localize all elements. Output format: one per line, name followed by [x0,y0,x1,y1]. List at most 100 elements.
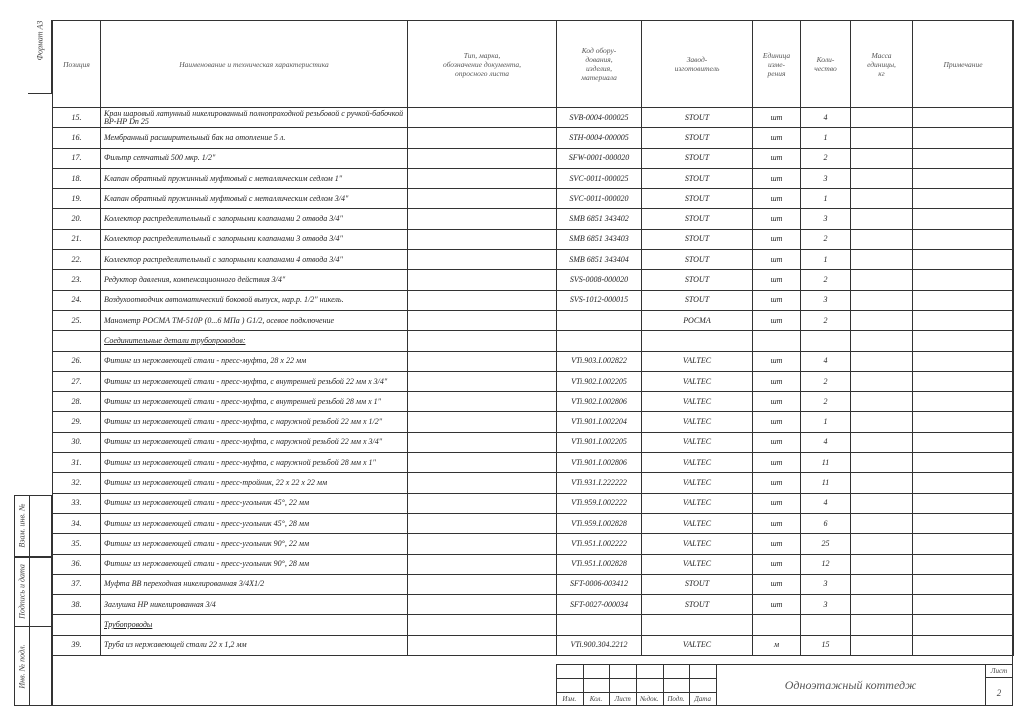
cell [407,391,557,413]
cell-name: Коллектор распределительный с запорными … [100,249,408,271]
cell-qty: 1 [800,249,851,271]
cell-qty: 1 [800,411,851,433]
cell [850,573,913,596]
cell-pos: 25. [52,309,101,332]
cell-code: VTi.901.I.002806 [556,452,642,474]
doc-title: Одноэтажный коттедж [784,678,917,692]
cell-maker: VALTEC [641,370,753,393]
cell-qty: 3 [800,573,851,596]
title-grid-cell [582,664,611,679]
cell-code: VTi.901.I.002204 [556,411,642,433]
cell-code: VTi.902.I.002806 [556,391,642,413]
cell [850,594,913,616]
cell [850,127,913,149]
table-row: 25. Манометр РОСМА ТМ-510Р (0...6 MПa ) G… [52,309,1014,332]
column-header: Наименование и техническая характеристик… [100,20,408,108]
title-grid-cell [556,678,584,693]
cell [850,614,913,636]
cell-pos: 31. [52,452,101,474]
cell [407,208,557,230]
cell-unit: шт [752,147,801,169]
cell-name: Фитинг из нержавеющей стали - пресс-угол… [100,553,408,575]
cell-code: STH-0004-000005 [556,127,642,149]
column-header: Завод- изготовитель [641,20,753,108]
cell-maker: РОСМА [641,309,753,332]
cell-name: Воздухоотводчик автоматический боковой в… [100,289,408,311]
title-grid-cell [662,664,691,679]
cell-pos: 20. [52,208,101,230]
cell-code: SMB 6851 343403 [556,228,642,251]
cell-qty: 2 [800,269,851,291]
cell-name: Редуктор давления, компенсационного дейс… [100,269,408,291]
cell-pos: 32. [52,472,101,494]
cell [407,330,557,352]
cell-maker: VALTEC [641,411,753,433]
title-grid-cell [556,664,584,679]
title-grid-cell [662,678,691,693]
table-row: 38. Заглушка НР никелированная 3/4 SFT-002… [52,594,1014,616]
cell-maker: VALTEC [641,391,753,413]
cell [850,188,913,210]
cell-pos: 33. [52,492,101,514]
cell-qty: 3 [800,289,851,311]
table-row: 37. Муфта ВВ переходная никелированная 3/… [52,573,1014,596]
cell-maker: VALTEC [641,533,753,555]
cell [407,573,557,596]
cell [407,370,557,393]
cell [850,147,913,169]
cell-unit: шт [752,350,801,372]
cell [800,614,851,636]
table-row: 18. Клапан обратный пружинный муфтовый с … [52,167,1014,190]
table-row: 28. Фитинг из нержавеющей стали - пресс-м… [52,391,1014,413]
cell-qty: 1 [800,127,851,149]
cell [407,553,557,575]
cell [52,330,101,352]
cell-pos: 18. [52,167,101,190]
table-row: 39. Труба из нержавеющей стали 22 х 1,2 м… [52,634,1014,657]
cell [912,188,1014,210]
cell [641,614,753,636]
cell-maker: VALTEC [641,472,753,494]
cell [407,512,557,535]
cell-code [556,309,642,332]
table-row: 31. Фитинг из нержавеющей стали - пресс-м… [52,452,1014,474]
column-header: Тип, марка, обозначение документа, опрос… [407,20,557,108]
cell [407,350,557,372]
cell-qty: 4 [800,431,851,454]
table-row: 21. Коллектор распределительный с запорны… [52,228,1014,251]
cell [407,634,557,657]
table-row: 23. Редуктор давления, компенсационного д… [52,269,1014,291]
title-grid-cell [582,678,611,693]
cell-name: Коллектор распределительный с запорными … [100,228,408,251]
title-grid-cell [609,664,637,679]
cell [850,472,913,494]
cell-unit: шт [752,228,801,251]
table-row: 34. Фитинг из нержавеющей стали - пресс-у… [52,512,1014,535]
cell [407,614,557,636]
cell-unit: шт [752,573,801,596]
cell-qty: 4 [800,106,851,129]
cell-name: Манометр РОСМА ТМ-510Р (0...6 MПa ) G1/2… [100,309,408,332]
cell-name: Фитинг из нержавеющей стали - пресс-угол… [100,533,408,555]
cell-maker: VALTEC [641,553,753,575]
cell-maker: VALTEC [641,492,753,514]
column-header: Позиция [52,20,101,108]
cell-maker: STOUT [641,147,753,169]
cell-qty: 3 [800,594,851,616]
cell-maker: STOUT [641,208,753,230]
table-row: 30. Фитинг из нержавеющей стали - пресс-м… [52,431,1014,454]
cell-maker: STOUT [641,594,753,616]
cell-pos: 17. [52,147,101,169]
cell-code: SFW-0001-000020 [556,147,642,169]
cell-code: SMB 6851 343404 [556,249,642,271]
cell-unit: шт [752,411,801,433]
cell [407,249,557,271]
cell [407,594,557,616]
table-row: 33. Фитинг из нержавеющей стали - пресс-у… [52,492,1014,514]
cell-unit: шт [752,553,801,575]
cell [912,431,1014,454]
title-grid-cell [609,678,637,693]
cell [407,431,557,454]
table-row: 36. Фитинг из нержавеющей стали - пресс-у… [52,553,1014,575]
stamp-label: Подпись и дата [17,564,27,619]
